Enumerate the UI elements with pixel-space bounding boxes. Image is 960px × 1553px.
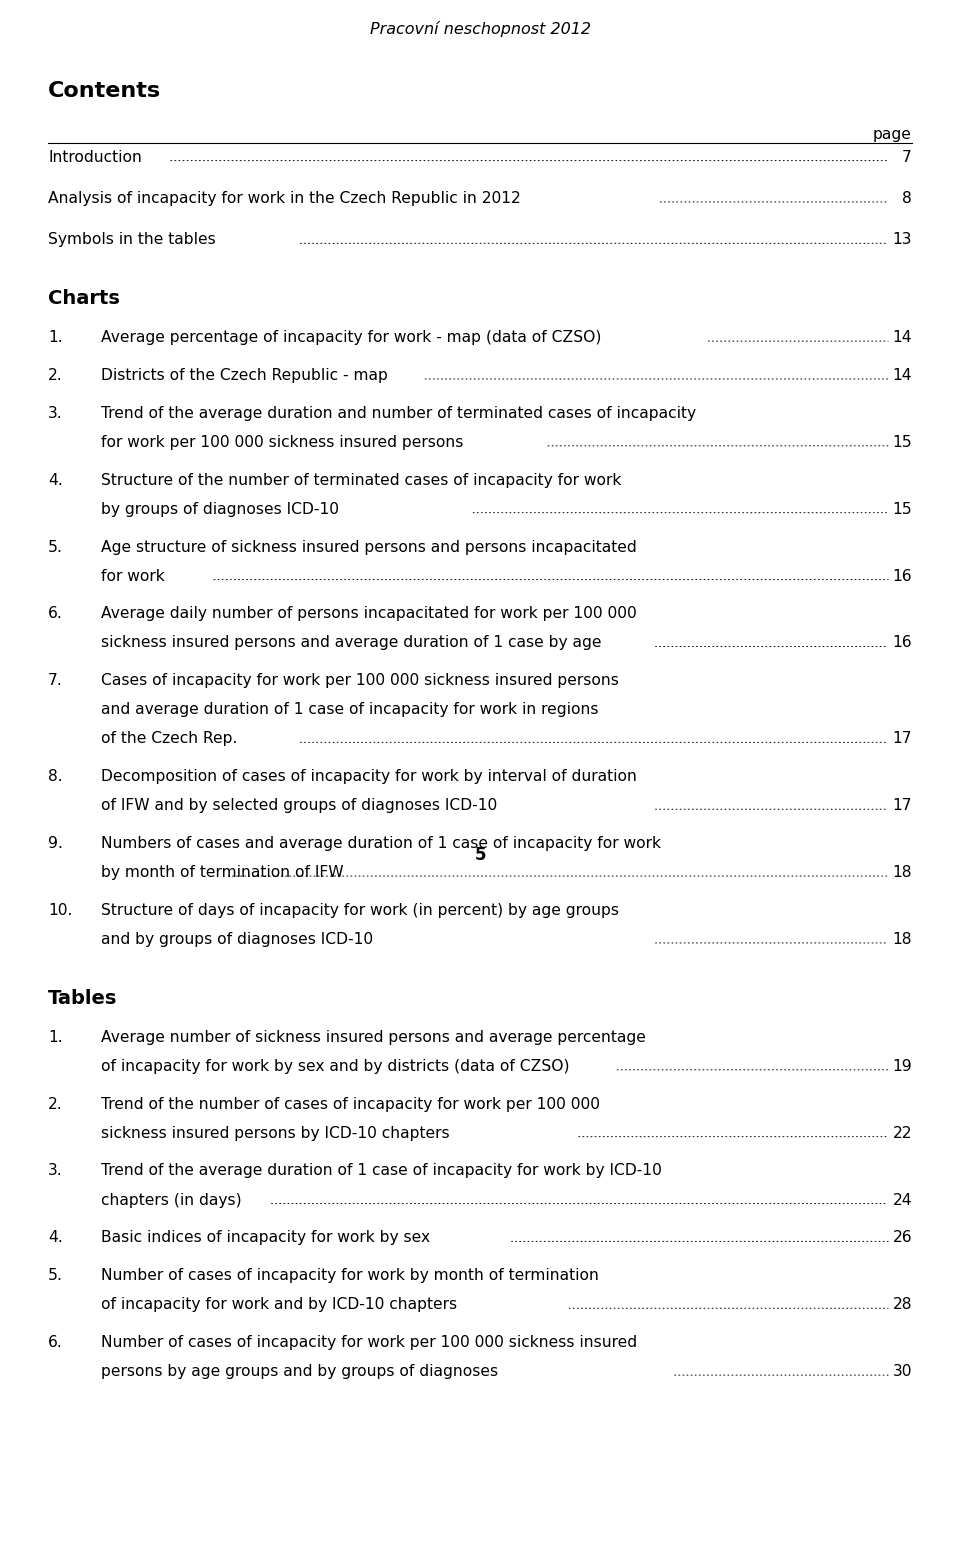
Text: for work: for work bbox=[101, 568, 164, 584]
Text: 15: 15 bbox=[892, 435, 912, 450]
Text: of IFW and by selected groups of diagnoses ICD-10: of IFW and by selected groups of diagnos… bbox=[101, 798, 497, 814]
Text: Contents: Contents bbox=[48, 81, 161, 101]
Text: Districts of the Czech Republic - map: Districts of the Czech Republic - map bbox=[101, 368, 388, 384]
Text: 24: 24 bbox=[893, 1193, 912, 1208]
Text: 14: 14 bbox=[893, 331, 912, 345]
Text: 9.: 9. bbox=[48, 836, 62, 851]
Text: 19: 19 bbox=[892, 1059, 912, 1073]
Text: page: page bbox=[874, 127, 912, 141]
Text: persons by age groups and by groups of diagnoses: persons by age groups and by groups of d… bbox=[101, 1364, 498, 1379]
Text: 8: 8 bbox=[902, 191, 912, 207]
Text: 17: 17 bbox=[893, 731, 912, 747]
Text: Introduction: Introduction bbox=[48, 149, 142, 165]
Text: Average percentage of incapacity for work - map (data of CZSO): Average percentage of incapacity for wor… bbox=[101, 331, 601, 345]
Text: 10.: 10. bbox=[48, 902, 72, 918]
Text: 8.: 8. bbox=[48, 769, 62, 784]
Text: by month of termination of IFW: by month of termination of IFW bbox=[101, 865, 344, 881]
Text: Trend of the number of cases of incapacity for work per 100 000: Trend of the number of cases of incapaci… bbox=[101, 1096, 600, 1112]
Text: Average number of sickness insured persons and average percentage: Average number of sickness insured perso… bbox=[101, 1030, 646, 1045]
Text: Average daily number of persons incapacitated for work per 100 000: Average daily number of persons incapaci… bbox=[101, 606, 636, 621]
Text: Number of cases of incapacity for work by month of termination: Number of cases of incapacity for work b… bbox=[101, 1269, 599, 1283]
Text: Analysis of incapacity for work in the Czech Republic in 2012: Analysis of incapacity for work in the C… bbox=[48, 191, 520, 207]
Text: of incapacity for work by sex and by districts (data of CZSO): of incapacity for work by sex and by dis… bbox=[101, 1059, 569, 1073]
Text: 17: 17 bbox=[893, 798, 912, 814]
Text: Structure of the number of terminated cases of incapacity for work: Structure of the number of terminated ca… bbox=[101, 472, 621, 488]
Text: 14: 14 bbox=[893, 368, 912, 384]
Text: 4.: 4. bbox=[48, 1230, 62, 1246]
Text: 30: 30 bbox=[893, 1364, 912, 1379]
Text: of incapacity for work and by ICD-10 chapters: of incapacity for work and by ICD-10 cha… bbox=[101, 1297, 457, 1312]
Text: 1.: 1. bbox=[48, 331, 62, 345]
Text: Numbers of cases and average duration of 1 case of incapacity for work: Numbers of cases and average duration of… bbox=[101, 836, 660, 851]
Text: for work per 100 000 sickness insured persons: for work per 100 000 sickness insured pe… bbox=[101, 435, 463, 450]
Text: 4.: 4. bbox=[48, 472, 62, 488]
Text: 5: 5 bbox=[474, 846, 486, 863]
Text: 18: 18 bbox=[893, 932, 912, 947]
Text: Decomposition of cases of incapacity for work by interval of duration: Decomposition of cases of incapacity for… bbox=[101, 769, 636, 784]
Text: Structure of days of incapacity for work (in percent) by age groups: Structure of days of incapacity for work… bbox=[101, 902, 619, 918]
Text: 7: 7 bbox=[902, 149, 912, 165]
Text: of the Czech Rep.: of the Czech Rep. bbox=[101, 731, 237, 747]
Text: 7.: 7. bbox=[48, 674, 62, 688]
Text: Age structure of sickness insured persons and persons incapacitated: Age structure of sickness insured person… bbox=[101, 539, 636, 554]
Text: and average duration of 1 case of incapacity for work in regions: and average duration of 1 case of incapa… bbox=[101, 702, 598, 717]
Text: 3.: 3. bbox=[48, 405, 62, 421]
Text: 16: 16 bbox=[893, 635, 912, 651]
Text: by groups of diagnoses ICD-10: by groups of diagnoses ICD-10 bbox=[101, 502, 339, 517]
Text: Cases of incapacity for work per 100 000 sickness insured persons: Cases of incapacity for work per 100 000… bbox=[101, 674, 618, 688]
Text: Tables: Tables bbox=[48, 989, 117, 1008]
Text: 1.: 1. bbox=[48, 1030, 62, 1045]
Text: 5.: 5. bbox=[48, 1269, 62, 1283]
Text: 15: 15 bbox=[892, 502, 912, 517]
Text: sickness insured persons by ICD-10 chapters: sickness insured persons by ICD-10 chapt… bbox=[101, 1126, 449, 1140]
Text: 2.: 2. bbox=[48, 368, 62, 384]
Text: Basic indices of incapacity for work by sex: Basic indices of incapacity for work by … bbox=[101, 1230, 430, 1246]
Text: Pracovní neschopnost 2012: Pracovní neschopnost 2012 bbox=[370, 22, 590, 37]
Text: 3.: 3. bbox=[48, 1163, 62, 1179]
Text: 16: 16 bbox=[893, 568, 912, 584]
Text: Charts: Charts bbox=[48, 289, 120, 309]
Text: 5.: 5. bbox=[48, 539, 62, 554]
Text: 13: 13 bbox=[893, 233, 912, 247]
Text: 28: 28 bbox=[893, 1297, 912, 1312]
Text: 18: 18 bbox=[893, 865, 912, 881]
Text: Trend of the average duration of 1 case of incapacity for work by ICD-10: Trend of the average duration of 1 case … bbox=[101, 1163, 661, 1179]
Text: 6.: 6. bbox=[48, 606, 62, 621]
Text: Number of cases of incapacity for work per 100 000 sickness insured: Number of cases of incapacity for work p… bbox=[101, 1336, 636, 1350]
Text: Trend of the average duration and number of terminated cases of incapacity: Trend of the average duration and number… bbox=[101, 405, 696, 421]
Text: 6.: 6. bbox=[48, 1336, 62, 1350]
Text: sickness insured persons and average duration of 1 case by age: sickness insured persons and average dur… bbox=[101, 635, 601, 651]
Text: 2.: 2. bbox=[48, 1096, 62, 1112]
Text: chapters (in days): chapters (in days) bbox=[101, 1193, 241, 1208]
Text: 26: 26 bbox=[893, 1230, 912, 1246]
Text: and by groups of diagnoses ICD-10: and by groups of diagnoses ICD-10 bbox=[101, 932, 372, 947]
Text: Symbols in the tables: Symbols in the tables bbox=[48, 233, 216, 247]
Text: 22: 22 bbox=[893, 1126, 912, 1140]
